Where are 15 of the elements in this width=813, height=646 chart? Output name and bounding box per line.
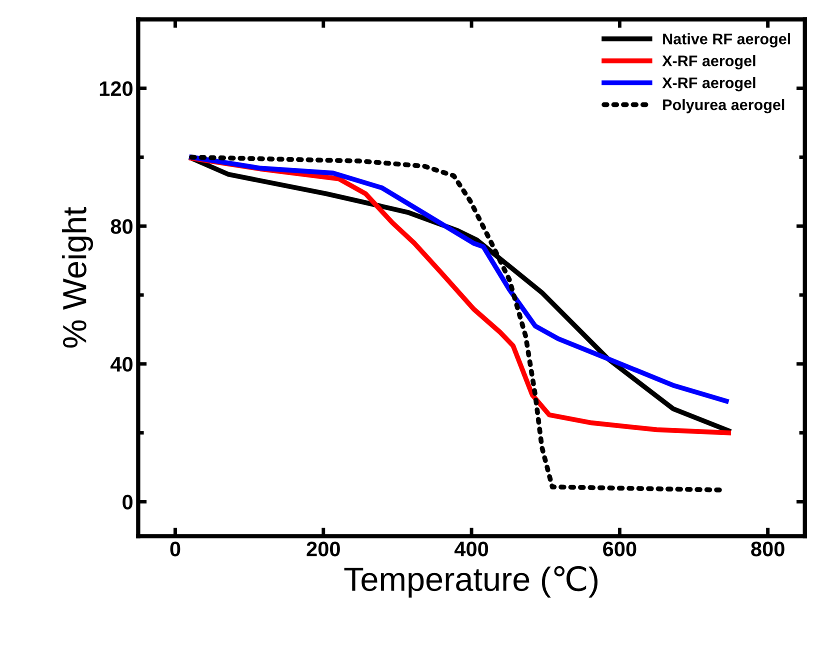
x-tick-label: 200 bbox=[306, 542, 340, 556]
y-axis-title: % Weight bbox=[62, 206, 94, 348]
x-axis-title: Temperature (℃) bbox=[344, 566, 598, 598]
legend-label: Native RF aerogel bbox=[663, 33, 790, 48]
x-tick-label: 400 bbox=[454, 542, 488, 556]
y-tick-label: 120 bbox=[100, 81, 132, 96]
legend-label: X-RF aerogel bbox=[662, 55, 756, 70]
legend-label: Polyurea aerogel bbox=[663, 98, 784, 114]
x-tick-label: 600 bbox=[603, 542, 636, 556]
x-tick-label: 800 bbox=[751, 542, 784, 556]
x-tick-label: 0 bbox=[170, 542, 180, 556]
y-tick-label: 0 bbox=[122, 494, 132, 510]
y-tick-label: 40 bbox=[110, 356, 132, 372]
legend-label: X-RF aerogel bbox=[662, 77, 756, 92]
y-tick-label: 80 bbox=[110, 219, 132, 234]
